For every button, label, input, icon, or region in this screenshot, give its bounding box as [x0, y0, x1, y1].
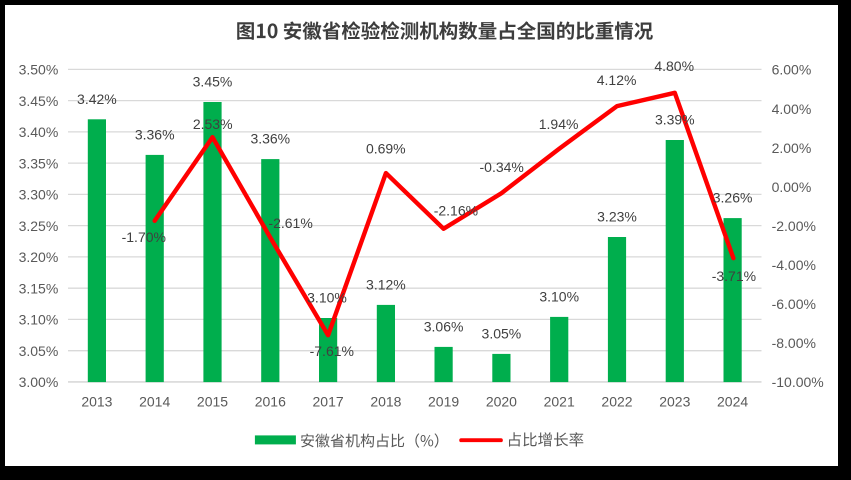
svg-text:3.42%: 3.42%	[77, 91, 117, 107]
svg-text:3.10%: 3.10%	[19, 312, 59, 328]
svg-text:2023: 2023	[659, 394, 690, 410]
svg-text:4.00%: 4.00%	[772, 101, 812, 117]
svg-text:3.20%: 3.20%	[19, 249, 59, 265]
svg-text:-8.00%: -8.00%	[772, 335, 816, 351]
svg-text:-2.16%: -2.16%	[434, 202, 478, 218]
svg-text:1.94%: 1.94%	[539, 116, 579, 132]
svg-text:3.35%: 3.35%	[19, 155, 59, 171]
svg-text:-2.61%: -2.61%	[268, 215, 312, 231]
svg-text:2022: 2022	[601, 394, 632, 410]
svg-text:-2.00%: -2.00%	[772, 218, 816, 234]
svg-text:3.05%: 3.05%	[482, 325, 522, 341]
svg-text:-10.00%: -10.00%	[772, 374, 824, 390]
svg-text:2.00%: 2.00%	[772, 140, 812, 156]
svg-text:2.53%: 2.53%	[193, 116, 233, 132]
svg-text:4.12%: 4.12%	[597, 72, 637, 88]
svg-text:3.10%: 3.10%	[307, 290, 347, 306]
svg-text:2015: 2015	[197, 394, 228, 410]
svg-text:2017: 2017	[313, 394, 344, 410]
svg-text:-4.00%: -4.00%	[772, 257, 816, 273]
svg-text:2021: 2021	[544, 394, 575, 410]
svg-text:3.12%: 3.12%	[366, 276, 406, 292]
svg-text:3.36%: 3.36%	[250, 131, 290, 147]
svg-text:3.26%: 3.26%	[713, 190, 753, 206]
svg-text:3.10%: 3.10%	[539, 288, 579, 304]
svg-text:4.80%: 4.80%	[654, 58, 694, 74]
svg-text:-3.71%: -3.71%	[712, 268, 756, 284]
svg-text:3.25%: 3.25%	[19, 218, 59, 234]
svg-text:-6.00%: -6.00%	[772, 296, 816, 312]
svg-text:3.50%: 3.50%	[19, 62, 59, 78]
svg-text:3.45%: 3.45%	[193, 74, 233, 90]
svg-text:0.69%: 0.69%	[366, 140, 406, 156]
svg-text:3.23%: 3.23%	[597, 209, 637, 225]
svg-text:3.15%: 3.15%	[19, 281, 59, 297]
svg-text:3.40%: 3.40%	[19, 124, 59, 140]
svg-text:-7.61%: -7.61%	[310, 343, 354, 359]
svg-text:6.00%: 6.00%	[772, 62, 812, 78]
svg-text:2018: 2018	[370, 394, 401, 410]
svg-text:2020: 2020	[486, 394, 517, 410]
svg-text:-1.70%: -1.70%	[122, 229, 166, 245]
svg-text:2014: 2014	[139, 394, 170, 410]
svg-text:3.00%: 3.00%	[19, 374, 59, 390]
svg-text:2019: 2019	[428, 394, 459, 410]
svg-text:3.06%: 3.06%	[424, 318, 464, 334]
svg-text:3.39%: 3.39%	[655, 112, 695, 128]
svg-text:3.45%: 3.45%	[19, 93, 59, 109]
svg-text:2013: 2013	[81, 394, 112, 410]
svg-text:-0.34%: -0.34%	[480, 159, 524, 175]
svg-text:2024: 2024	[717, 394, 748, 410]
svg-text:3.30%: 3.30%	[19, 187, 59, 203]
svg-text:0.00%: 0.00%	[772, 179, 812, 195]
svg-text:3.05%: 3.05%	[19, 343, 59, 359]
svg-text:3.36%: 3.36%	[135, 126, 175, 142]
svg-text:2016: 2016	[255, 394, 286, 410]
